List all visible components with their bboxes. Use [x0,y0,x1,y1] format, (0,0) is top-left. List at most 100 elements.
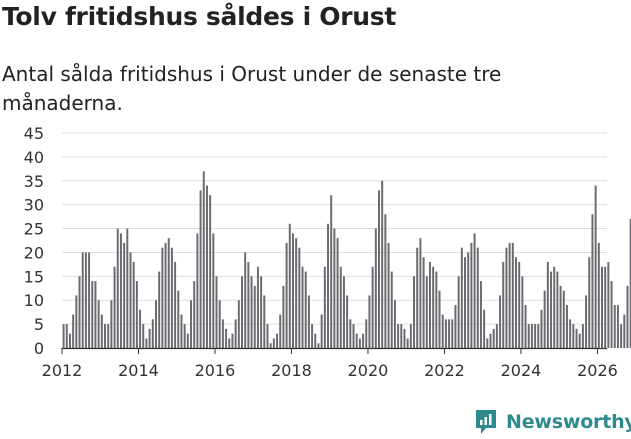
bar [298,247,301,348]
bar [75,295,78,348]
bar [327,223,330,348]
bar [607,262,610,348]
bar [527,324,530,348]
bar [81,252,84,348]
bar [320,314,323,348]
bar [244,252,247,348]
bar [476,247,479,348]
bar [626,285,629,348]
bar [565,305,568,348]
bar [84,252,87,348]
bar [333,228,336,348]
y-tick-label-45: 45 [24,124,44,143]
bar [393,300,396,348]
x-tick-label-2016: 2016 [195,361,236,380]
y-tick-label-10: 10 [24,291,44,310]
bar [553,266,556,348]
bar [167,238,170,348]
bar [88,252,91,348]
y-tick-label-0: 0 [34,339,44,358]
bar [441,314,444,348]
bar [129,252,132,348]
bar [457,276,460,348]
newsworthy-logo-text: Newsworthy [506,411,631,433]
bar [291,233,294,348]
bar [113,266,116,348]
bar [629,219,631,348]
bar [205,185,208,348]
bar [444,319,447,348]
bar [425,276,428,348]
bar [397,324,400,348]
bar [170,247,173,348]
bar [479,281,482,348]
bar [601,266,603,348]
bar [470,242,473,348]
bar [416,247,419,348]
bar [390,271,393,348]
chart-subtitle: Antal sålda fritidshus i Orust under de … [2,62,502,115]
x-tick-label-2012: 2012 [42,361,83,380]
bar [409,324,412,348]
bar [518,262,521,348]
bar [616,305,619,348]
bar [371,266,374,348]
bar [550,271,553,348]
bar [253,285,256,348]
bar [454,305,457,348]
bar [428,262,431,348]
bar [559,285,562,348]
bar [94,281,97,348]
bar [381,180,384,348]
y-tick-label-25: 25 [24,220,44,239]
bar [569,319,572,348]
bar-series [62,171,631,348]
bar [311,324,314,348]
bar [546,262,549,348]
bar [212,233,215,348]
bar [342,276,345,348]
bar [132,262,135,348]
bar [330,195,333,348]
bar [511,242,514,348]
bar [164,242,167,348]
bar [400,324,403,348]
bar [384,214,387,348]
bar [104,324,106,348]
bar [97,300,100,348]
bar [387,242,390,348]
bar [142,324,145,348]
bar [502,262,505,348]
bar [362,333,365,348]
bar [413,276,416,348]
bar [139,309,142,348]
bar [260,276,263,348]
bar [177,290,180,348]
bar [464,257,466,348]
bar [110,300,113,348]
bar [215,276,218,348]
bar [288,223,291,348]
bar [486,338,489,348]
bar [365,319,368,348]
bar [186,333,189,348]
bar [282,285,285,348]
bar [524,305,527,348]
bar [435,271,438,348]
bar [591,214,594,348]
bar [256,266,259,348]
bar [492,328,495,348]
bar [276,333,279,348]
x-tick-label-2026: 2026 [577,361,618,380]
bar [489,333,492,348]
bar [193,281,196,348]
bar [483,309,486,348]
bar [91,281,94,348]
bar [352,324,355,348]
bar [530,324,533,348]
bar [307,295,310,348]
bar [68,333,71,348]
bar [148,328,151,348]
bar [508,242,511,348]
bar [135,281,138,348]
